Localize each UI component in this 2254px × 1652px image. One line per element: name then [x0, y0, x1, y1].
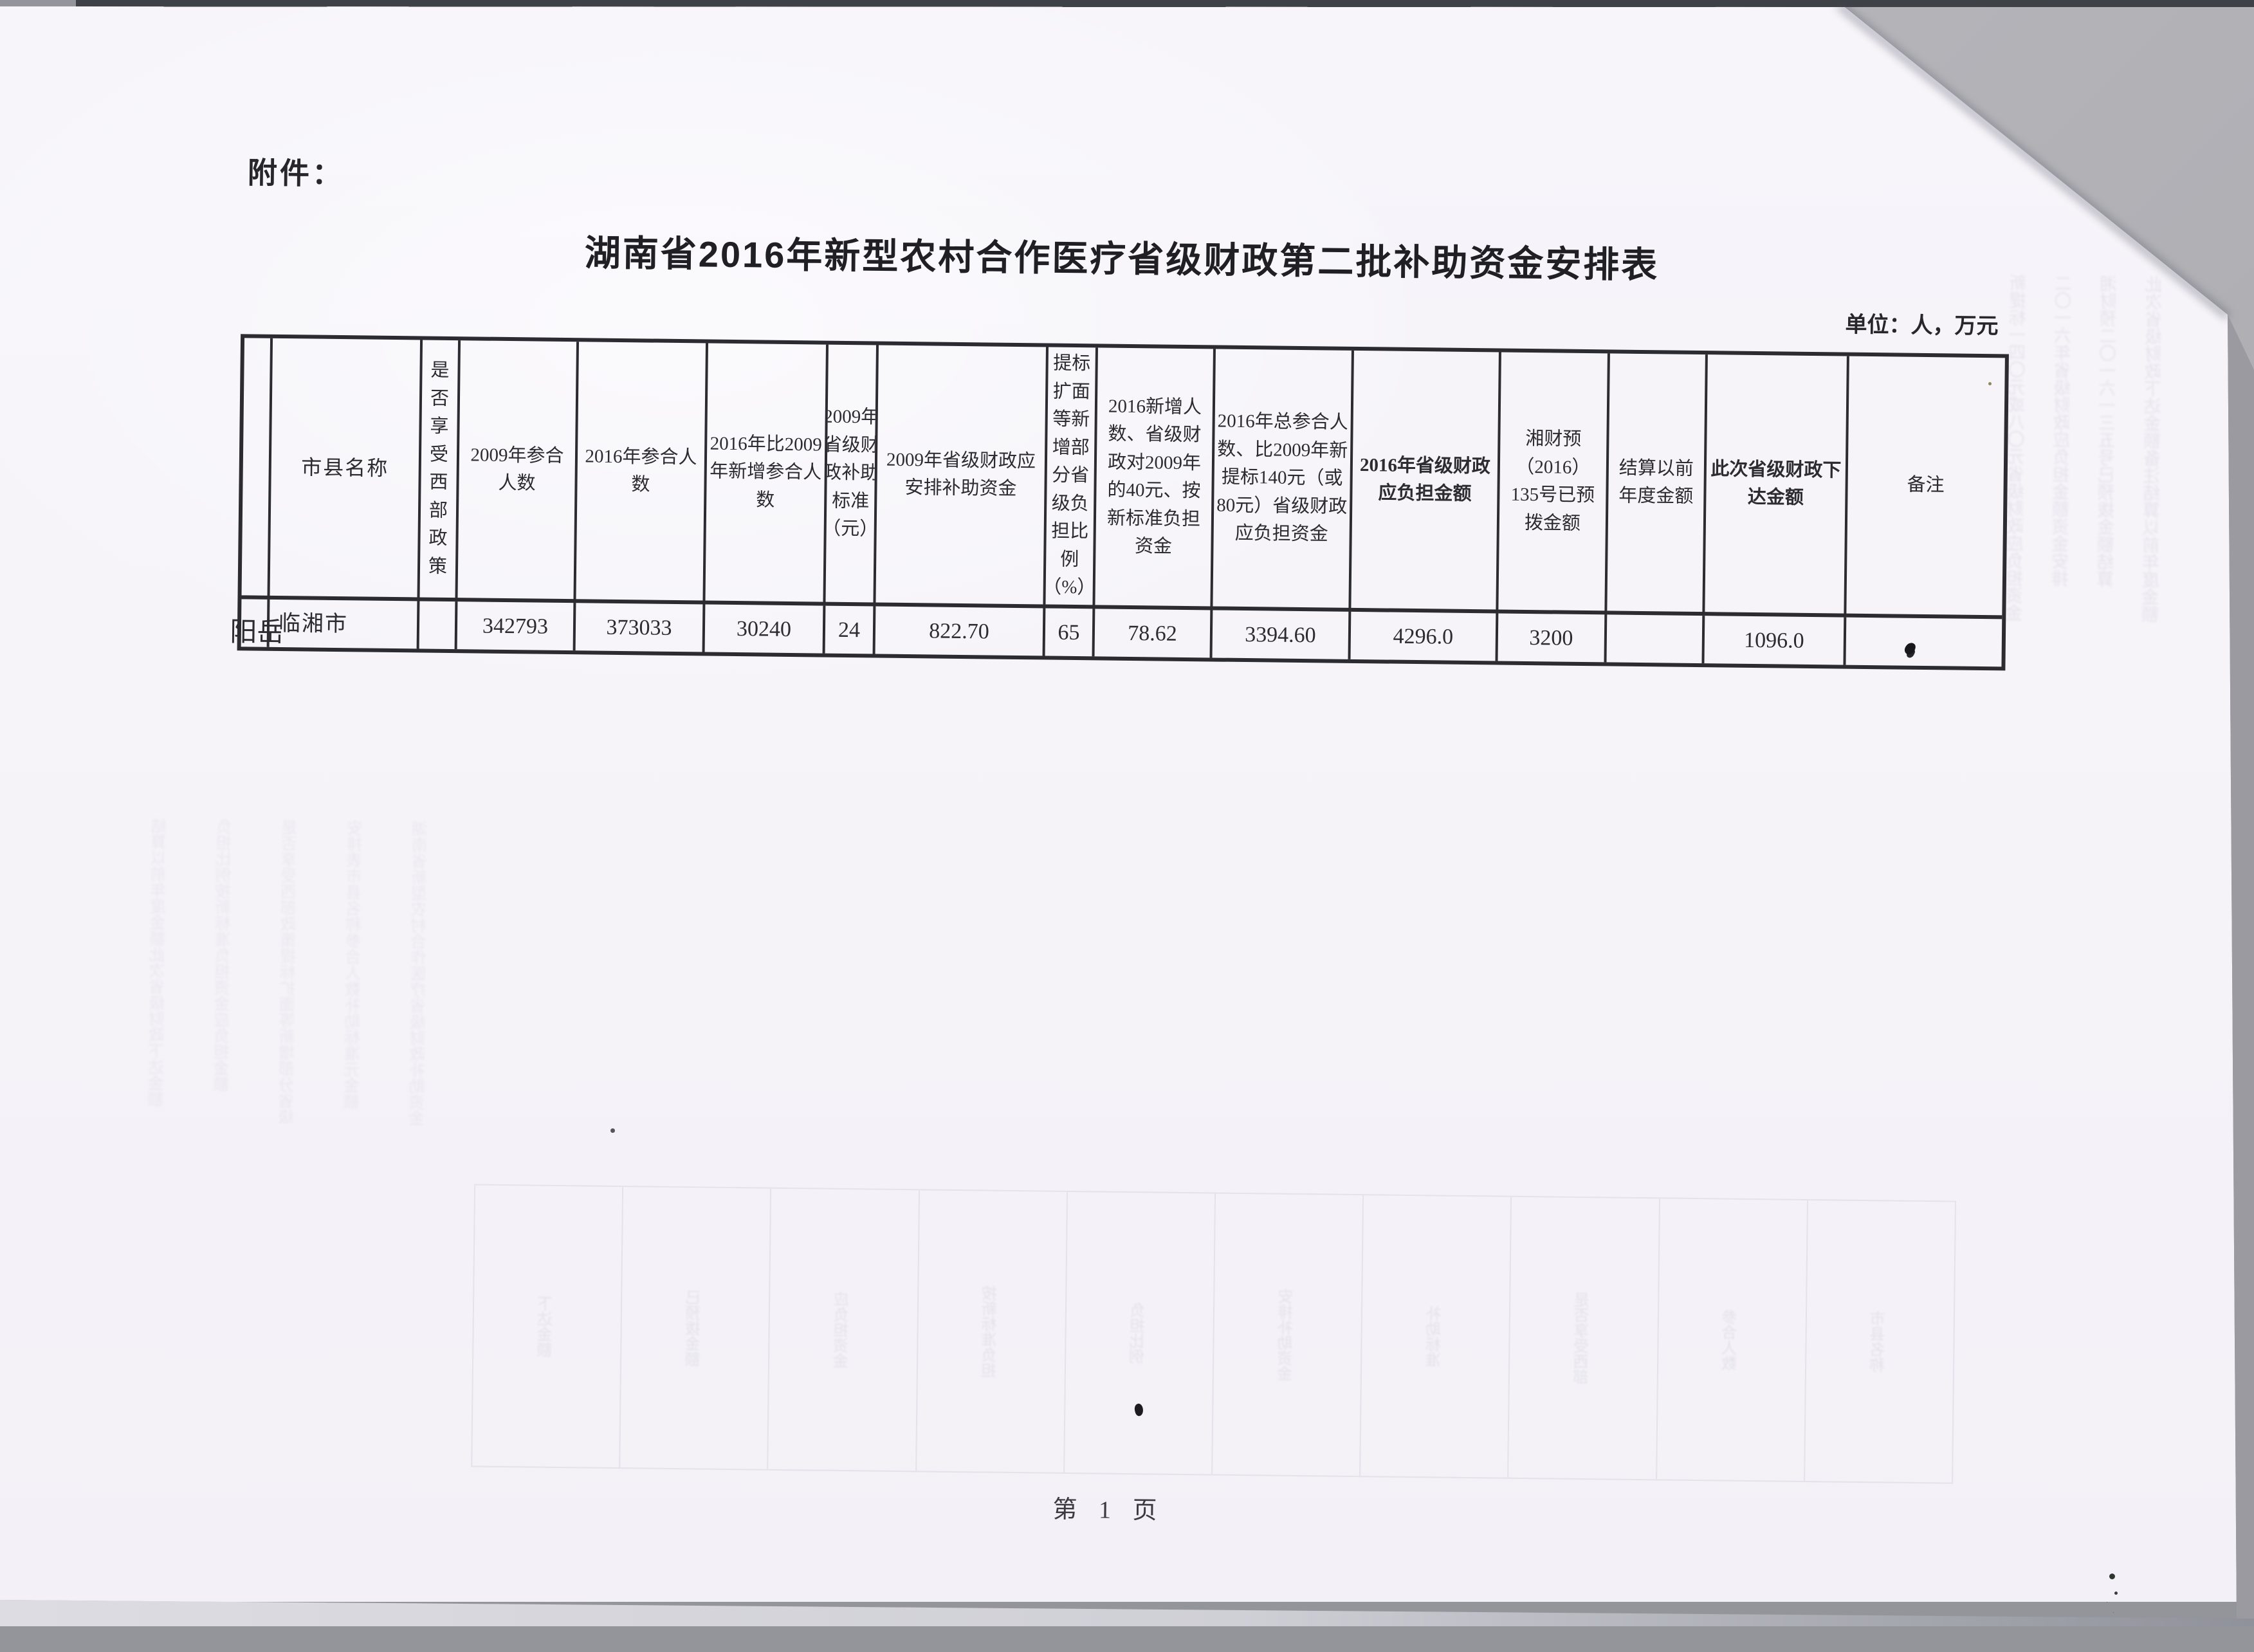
cell-new-enrolled: 30240 — [704, 604, 826, 654]
header-enrolled-2016: 2016年参合人数 — [576, 342, 709, 605]
header-county-name: 市县名称 — [270, 338, 423, 601]
unit-note: 单位：人，万元 — [1845, 313, 1999, 339]
header-new-enrolled: 2016年比2009年新增参合人数 — [705, 343, 829, 606]
cell-2009-subsidy-fund: 822.70 — [875, 606, 1046, 656]
cell-total-due-fund: 3394.60 — [1212, 610, 1351, 659]
cell-provincial-share-ratio: 65 — [1045, 608, 1095, 657]
city-group-vertical-text: 岳阳 — [225, 617, 283, 659]
speck-cluster — [2109, 1574, 2115, 1579]
page-number: 第 1 页 — [1052, 1496, 1165, 1525]
header-this-issue-amount: 此次省级财政下达金额 — [1705, 354, 1849, 618]
document-title: 湖南省2016年新型农村合作医疗省级财政第二批补助资金安排表 — [584, 232, 1660, 286]
attachment-label: 附件： — [247, 156, 345, 191]
small-speck — [1988, 382, 1992, 385]
cell-county-name: 临湘市 — [269, 599, 420, 649]
cell-remarks — [1846, 618, 2002, 667]
header-total-due-fund: 2016年总参合人数、比2009年新提标140元（或80元）省级财政应负担资金 — [1213, 349, 1354, 612]
bleedthrough-table: 市县名称 参合人数 是否享受西部 补助标准 安排补助资金 负担比例 按新标准负担… — [471, 1184, 1957, 1484]
subsidy-table: 市县名称 是否享受西部政策 2009年参合人数 2016年参合人数 2016年比… — [237, 334, 2009, 671]
header-enrolled-2009: 2009年参合人数 — [457, 340, 580, 603]
cell-enrolled-2009: 342793 — [457, 601, 576, 651]
bleedthrough-right-text: 此次省级财政下达金额备注结算以前年度金额 湘财预二〇一六一三五号已预拨金额结算 … — [2006, 273, 2165, 623]
cell-enrolled-2016: 373033 — [575, 603, 706, 652]
cell-2016-provincial-due: 4296.0 — [1350, 611, 1499, 661]
cell-prior-year-settlement — [1606, 614, 1705, 664]
header-provincial-share-ratio: 提标扩面等新增部分省级负担比例（%） — [1045, 347, 1098, 609]
cell-new-standard-fund: 78.62 — [1094, 609, 1213, 658]
ink-blot — [1903, 641, 1917, 657]
header-2009-subsidy-fund: 2009年省级财政应安排补助资金 — [875, 345, 1049, 609]
scanned-paper-sheet — [0, 6, 2237, 1602]
cell-this-issue-amount: 1096.0 — [1704, 616, 1847, 665]
header-group-corner — [241, 338, 273, 600]
header-new-standard-fund: 2016新增人数、省级财政对2009年的40元、按新标准负担资金 — [1095, 347, 1216, 610]
header-prior-year-settlement: 结算以前年度金额 — [1607, 353, 1708, 616]
scanner-edge-strip — [76, 0, 2254, 8]
cell-prepaid-135: 3200 — [1498, 613, 1608, 663]
header-prepaid-135: 湘财预（2016）135号已预拨金额 — [1498, 352, 1610, 615]
cell-western-policy — [419, 601, 458, 650]
dust-speck — [610, 1128, 615, 1133]
cell-city-group: 岳阳 — [241, 599, 270, 647]
bleedthrough-left-text: 湖南省新型农村合作医疗省级财政补助资金 安排表市县名称参合人数补助标准元金额 是… — [148, 817, 430, 1126]
header-western-policy: 是否享受西部政策 — [419, 340, 461, 602]
header-remarks: 备注 — [1846, 356, 2005, 620]
cell-2009-standard: 24 — [825, 605, 876, 654]
header-2016-provincial-due: 2016年省级财政应负担金额 — [1351, 350, 1501, 614]
header-2009-standard: 2009年省级财政补助标准（元） — [825, 344, 879, 607]
